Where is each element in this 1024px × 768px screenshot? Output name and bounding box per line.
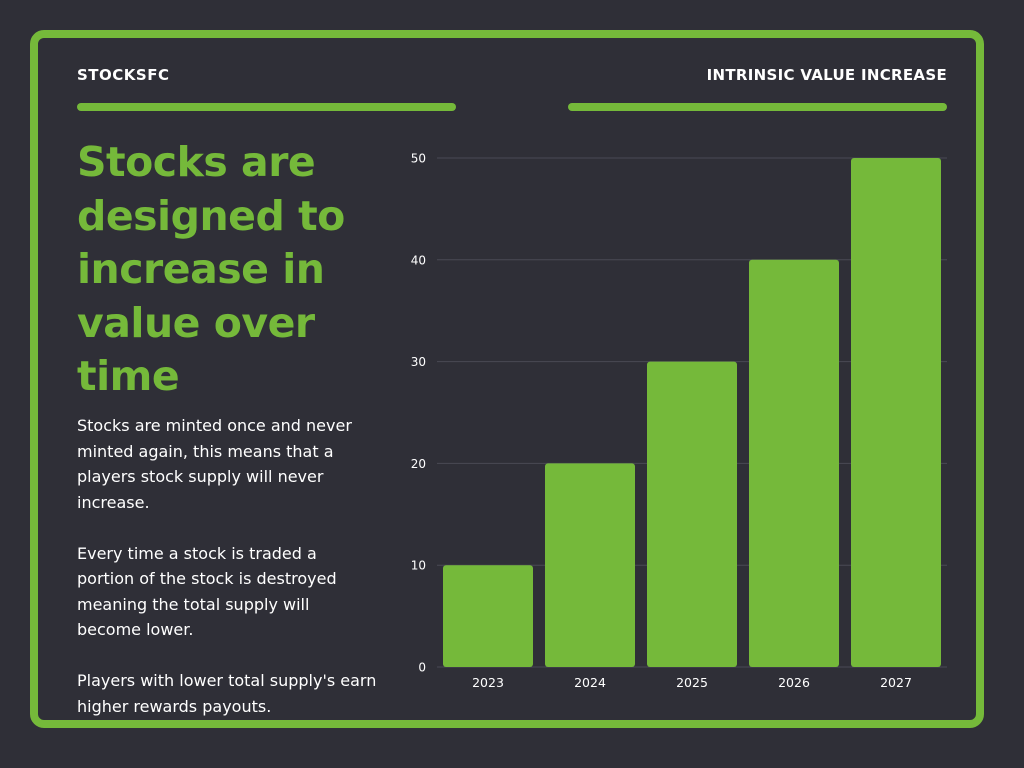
section-title: INTRINSIC VALUE INCREASE: [706, 66, 947, 84]
x-tick-label: 2025: [676, 675, 708, 690]
x-tick-label: 2027: [880, 675, 912, 690]
bar: [443, 565, 533, 667]
bar-chart: 0 10 20 30 40 50 2023 2024 2025 2026 2027: [411, 152, 947, 690]
y-tick-label: 10: [411, 559, 426, 573]
headline: Stocks are designed to increase in value…: [77, 138, 345, 400]
bar: [749, 259, 839, 667]
y-tick-label: 0: [418, 661, 426, 675]
y-tick-label: 40: [411, 253, 426, 267]
card-frame: [30, 30, 984, 728]
divider-left: [77, 103, 456, 111]
y-tick-label: 20: [411, 457, 426, 471]
paragraph-rewards: Players with lower total supply's earn h…: [77, 671, 377, 716]
paragraph-supply: Stocks are minted once and never minted …: [77, 416, 352, 512]
y-tick-label: 30: [411, 355, 426, 369]
y-tick-label: 50: [411, 152, 426, 166]
divider-right: [568, 103, 947, 111]
bar: [545, 463, 635, 667]
brand-label: STOCKSFC: [77, 66, 170, 84]
x-tick-label: 2026: [778, 675, 810, 690]
bar: [647, 361, 737, 667]
paragraph-trading: Every time a stock is traded a portion o…: [77, 543, 337, 640]
bar: [851, 158, 941, 667]
x-tick-label: 2024: [574, 675, 606, 690]
body-copy: Stocks are minted once and never minted …: [77, 413, 377, 719]
x-tick-label: 2023: [472, 675, 504, 690]
